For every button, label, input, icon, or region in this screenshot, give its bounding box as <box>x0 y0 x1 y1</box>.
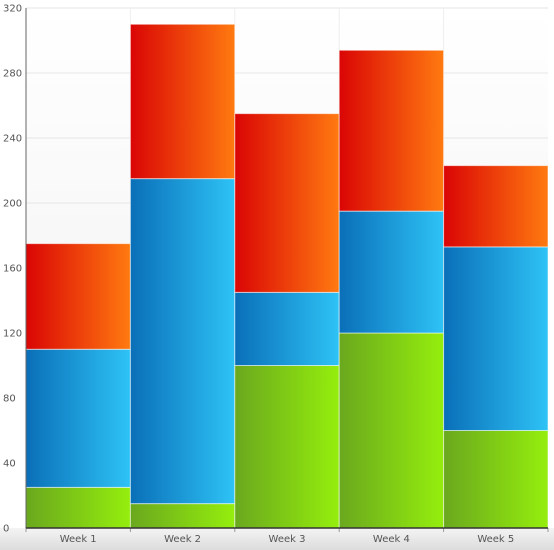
bar-segment-series-3[interactable] <box>234 113 340 293</box>
y-tick-label: 160 <box>3 264 22 275</box>
bars <box>25 23 549 529</box>
y-tick-label: 280 <box>3 69 22 80</box>
bar-segment-series-1[interactable] <box>443 430 549 529</box>
x-category-label: Week 4 <box>373 534 410 545</box>
x-category-label: Week 2 <box>164 534 201 545</box>
bar-segment-series-3[interactable] <box>129 23 236 180</box>
x-category-label: Week 3 <box>269 534 306 545</box>
x-axis-band <box>0 528 554 550</box>
bar-segment-series-2[interactable] <box>129 178 236 505</box>
bar-segment-series-1[interactable] <box>25 486 131 529</box>
bar-segment-series-2[interactable] <box>25 348 131 488</box>
bar-segment-series-2[interactable] <box>443 246 549 431</box>
bar-segment-series-1[interactable] <box>234 365 340 529</box>
bar-segment-series-3[interactable] <box>338 49 445 212</box>
y-tick-label: 240 <box>3 134 22 145</box>
bar-segment-series-2[interactable] <box>338 210 445 334</box>
bar-segment-series-3[interactable] <box>25 243 131 350</box>
bar-segment-series-1[interactable] <box>338 332 445 529</box>
x-category-label: Week 1 <box>60 534 97 545</box>
y-tick-label: 320 <box>3 4 22 15</box>
y-tick-label: 80 <box>3 394 16 405</box>
y-tick-label: 200 <box>3 199 22 210</box>
y-tick-label: 0 <box>3 524 9 535</box>
bar-segment-series-3[interactable] <box>443 165 549 248</box>
bar-segment-series-1[interactable] <box>129 503 236 529</box>
x-category-label: Week 5 <box>477 534 514 545</box>
y-tick-label: 120 <box>3 329 22 340</box>
x-axis-category-labels: Week 1 Week 2 Week 3 Week 4 Week 5 <box>60 534 515 545</box>
y-axis-tick-labels: 0 40 80 120 160 200 240 280 320 <box>3 4 22 535</box>
axes <box>25 8 549 532</box>
bar-segment-series-2[interactable] <box>234 291 340 366</box>
y-tick-label: 40 <box>3 459 16 470</box>
